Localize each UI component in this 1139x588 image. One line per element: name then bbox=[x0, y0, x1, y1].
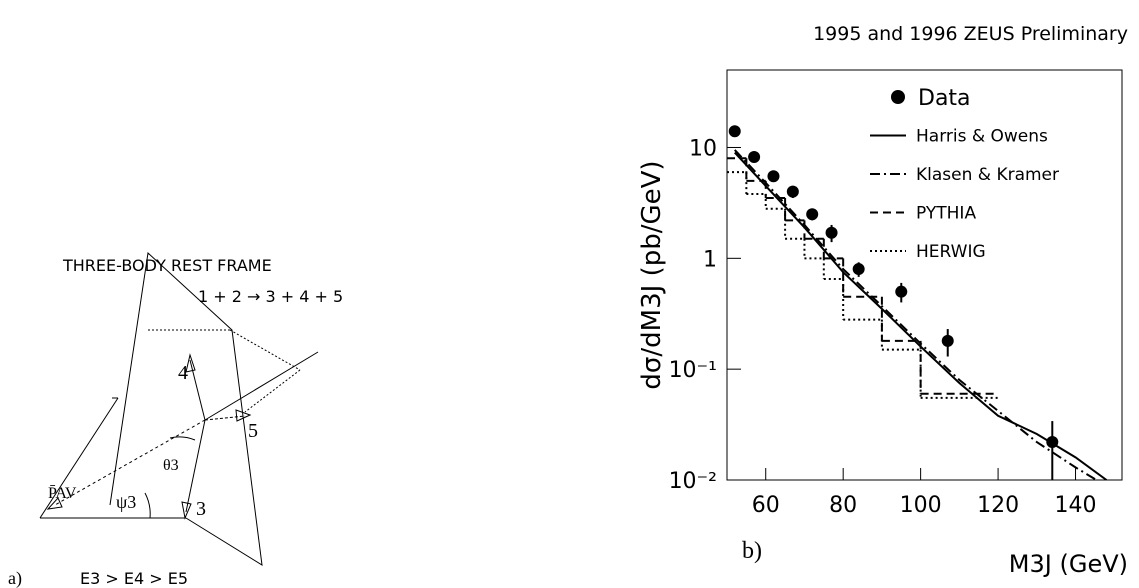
x-tick-label: 60 bbox=[752, 493, 780, 518]
arrow-pav bbox=[54, 419, 206, 506]
arrow-head bbox=[235, 409, 252, 422]
data-point bbox=[825, 226, 838, 239]
label: 4 bbox=[178, 362, 188, 384]
x-tick-label: 120 bbox=[977, 493, 1019, 518]
legend-label: PYTHIA bbox=[916, 204, 976, 224]
legend-label: Klasen & Kramer bbox=[916, 165, 1059, 185]
legend-label: Harris & Owens bbox=[916, 127, 1048, 147]
legend-marker bbox=[891, 90, 905, 104]
arrow-head bbox=[46, 497, 63, 510]
arrow-head bbox=[181, 501, 192, 520]
legend-label: HERWIG bbox=[916, 242, 986, 262]
y-tick-label: 10 bbox=[689, 136, 717, 161]
y-tick-label: 10⁻² bbox=[669, 469, 717, 494]
plane-edge bbox=[229, 329, 301, 371]
ordering: E3 > E4 > E5 bbox=[80, 569, 188, 588]
label: 3 bbox=[196, 498, 206, 520]
diagram bbox=[39, 251, 319, 566]
data-point bbox=[806, 208, 819, 221]
axis-line bbox=[204, 351, 319, 421]
data-point bbox=[941, 334, 954, 347]
arrow-head bbox=[185, 353, 196, 373]
arrow-4 bbox=[189, 359, 206, 421]
x-tick-label: 140 bbox=[1055, 493, 1097, 518]
y-tick-label: 10⁻¹ bbox=[669, 358, 717, 383]
theta-arc bbox=[169, 436, 196, 441]
data-point bbox=[748, 151, 761, 164]
data-point bbox=[767, 170, 780, 183]
psi-arc bbox=[144, 492, 151, 519]
panel-label: b) bbox=[742, 538, 762, 564]
label: ψ3 bbox=[116, 492, 136, 512]
diagram-title: THREE-BODY REST FRAME bbox=[62, 256, 272, 275]
data-point bbox=[852, 263, 865, 276]
data-point bbox=[728, 125, 741, 138]
data-point bbox=[895, 285, 908, 298]
y-tick-label: 1 bbox=[703, 247, 717, 272]
label: 5 bbox=[248, 420, 258, 442]
chart-title: 1995 and 1996 ZEUS Preliminary bbox=[813, 23, 1128, 45]
arrow-5 bbox=[204, 415, 246, 421]
x-axis-label: M3J (GeV) bbox=[1009, 550, 1128, 578]
label: θ3 bbox=[163, 457, 179, 474]
curve bbox=[734, 151, 1108, 480]
plane-edge bbox=[109, 251, 263, 566]
arrow-3 bbox=[185, 419, 206, 513]
x-tick-label: 80 bbox=[829, 493, 857, 518]
x-tick-label: 100 bbox=[900, 493, 942, 518]
plane-edge bbox=[39, 397, 119, 519]
panel-label: a) bbox=[8, 568, 22, 588]
plot-clip bbox=[727, 125, 1108, 480]
plot-frame bbox=[726, 69, 1123, 481]
reaction: 1 + 2 → 3 + 4 + 5 bbox=[198, 287, 343, 306]
plane-edge bbox=[244, 369, 301, 413]
data-point bbox=[786, 185, 799, 198]
legend-label: Data bbox=[918, 86, 971, 111]
label: P̄AV bbox=[48, 485, 77, 502]
y-axis-label: dσ/dM3J (pb/GeV) bbox=[637, 160, 667, 389]
